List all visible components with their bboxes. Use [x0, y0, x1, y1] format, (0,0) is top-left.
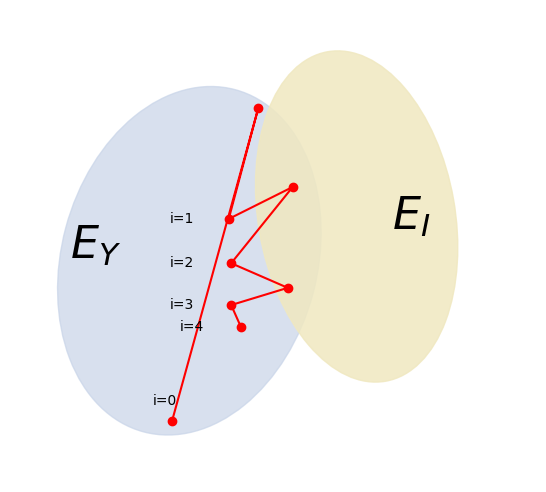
Text: i=0: i=0: [153, 394, 177, 408]
Text: i=3: i=3: [170, 298, 194, 312]
Ellipse shape: [57, 87, 321, 435]
Text: i=1: i=1: [170, 212, 194, 226]
Ellipse shape: [256, 51, 458, 382]
Text: i=2: i=2: [170, 256, 194, 270]
Text: i=4: i=4: [180, 320, 204, 334]
Text: $E_I$: $E_I$: [391, 194, 430, 239]
Text: $E_Y$: $E_Y$: [70, 224, 121, 268]
